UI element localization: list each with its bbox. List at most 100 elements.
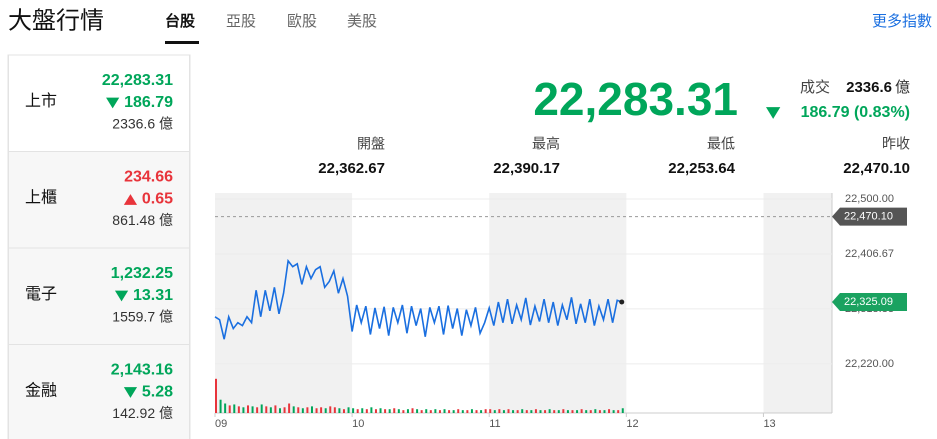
volume-bar <box>388 409 391 413</box>
volume-bar <box>470 409 473 413</box>
volume-unit: 億 <box>895 79 910 96</box>
volume-bar <box>384 409 387 413</box>
volume-bar <box>534 409 537 413</box>
volume-bar <box>553 410 556 413</box>
quote-arrow <box>766 107 781 119</box>
volume-bar <box>365 409 368 413</box>
volume-bar <box>265 406 268 413</box>
volume-bar <box>429 410 432 413</box>
volume-bar <box>379 408 382 413</box>
item-arrow <box>114 290 129 302</box>
last-price-label: 22,325.09 <box>844 296 893 308</box>
volume-bar <box>585 410 588 413</box>
volume-bar <box>548 409 551 413</box>
volume-bar <box>297 407 300 413</box>
volume-bar <box>594 409 597 413</box>
last-point <box>619 299 625 305</box>
volume-bar <box>484 409 487 413</box>
item-name: 電子 <box>25 285 57 303</box>
item-volume: 2336.6 億 <box>112 116 173 132</box>
volume-bar <box>621 408 624 413</box>
session-band <box>215 193 353 413</box>
tab[interactable]: 台股 <box>165 12 196 30</box>
tab-underline <box>165 41 199 44</box>
volume-bar <box>539 410 542 413</box>
volume-bar <box>608 409 611 413</box>
item-change: 0.65 <box>142 191 173 208</box>
volume-bar <box>411 408 414 413</box>
tab[interactable]: 亞股 <box>226 13 256 30</box>
volume-bar <box>512 410 515 413</box>
item-arrow <box>123 387 138 398</box>
item-price: 234.66 <box>124 169 173 186</box>
volume-bar <box>566 410 569 413</box>
y-tick-label: 22,220.00 <box>845 358 894 370</box>
stat-label: 最高 <box>532 136 560 152</box>
quote-change: 186.79 (0.83%) <box>801 104 910 121</box>
volume-bar <box>333 407 336 413</box>
more-link[interactable]: 更多指數 <box>872 13 932 30</box>
volume-bar <box>498 409 501 413</box>
stat-value: 22,470.10 <box>843 160 910 177</box>
volume-bar <box>237 406 240 413</box>
stat-label: 開盤 <box>357 136 385 152</box>
y-tick-label: 22,500.00 <box>845 193 894 205</box>
volume-bar <box>374 409 377 413</box>
item-price: 22,283.31 <box>102 72 173 89</box>
volume-bar <box>448 410 451 413</box>
item-name: 上櫃 <box>25 189 57 207</box>
x-tick-label: 10 <box>352 418 364 430</box>
volume-bar <box>576 410 579 413</box>
item-change: 186.79 <box>124 94 173 111</box>
volume-bar <box>402 410 405 413</box>
item-change: 5.28 <box>142 384 173 401</box>
volume-bar <box>521 409 524 413</box>
volume-bar <box>219 399 222 413</box>
volume-bar <box>397 409 400 413</box>
sidebar-item[interactable] <box>8 151 190 249</box>
volume-bar <box>393 408 396 413</box>
volume-bar <box>466 410 469 413</box>
tab[interactable]: 美股 <box>347 13 377 30</box>
volume-bar <box>288 403 291 413</box>
page-title: 大盤行情 <box>8 7 104 34</box>
volume-label: 成交 <box>800 78 830 96</box>
volume-bar <box>612 410 615 413</box>
x-tick-label: 11 <box>489 418 500 430</box>
tab[interactable]: 歐股 <box>287 13 317 30</box>
volume-bar <box>274 405 277 413</box>
session-band <box>763 193 832 413</box>
volume-bar <box>598 410 601 413</box>
item-volume: 861.48 億 <box>112 212 173 228</box>
item-arrow <box>106 97 120 109</box>
volume-bar <box>580 409 583 413</box>
x-tick-label: 09 <box>215 418 227 430</box>
volume-bar <box>301 408 304 413</box>
item-name: 金融 <box>25 382 57 400</box>
reference-label: 22,470.10 <box>844 211 893 223</box>
volume-bar <box>480 410 483 413</box>
volume-bar <box>603 410 606 413</box>
volume-bar <box>457 409 460 413</box>
volume-bar <box>416 409 419 413</box>
volume-bar <box>342 409 345 413</box>
volume-bar <box>425 409 428 413</box>
volume-bar <box>475 410 478 413</box>
volume-bar <box>269 407 272 413</box>
reference-box <box>832 207 907 226</box>
volume-bar <box>251 406 254 413</box>
volume-bar <box>571 410 574 413</box>
stat-value: 22,390.17 <box>493 160 560 177</box>
volume-bar <box>370 407 373 413</box>
item-volume: 142.92 億 <box>112 405 173 421</box>
stat-label: 最低 <box>707 136 735 152</box>
volume-bar <box>306 407 309 413</box>
volume-bar <box>589 410 592 413</box>
volume-bar <box>324 408 327 413</box>
volume-bar <box>242 407 245 413</box>
sidebar-item[interactable] <box>8 344 190 439</box>
volume-bar <box>329 406 332 413</box>
volume-bar <box>544 410 547 413</box>
volume-bar <box>461 410 464 413</box>
volume-bar <box>256 407 259 413</box>
